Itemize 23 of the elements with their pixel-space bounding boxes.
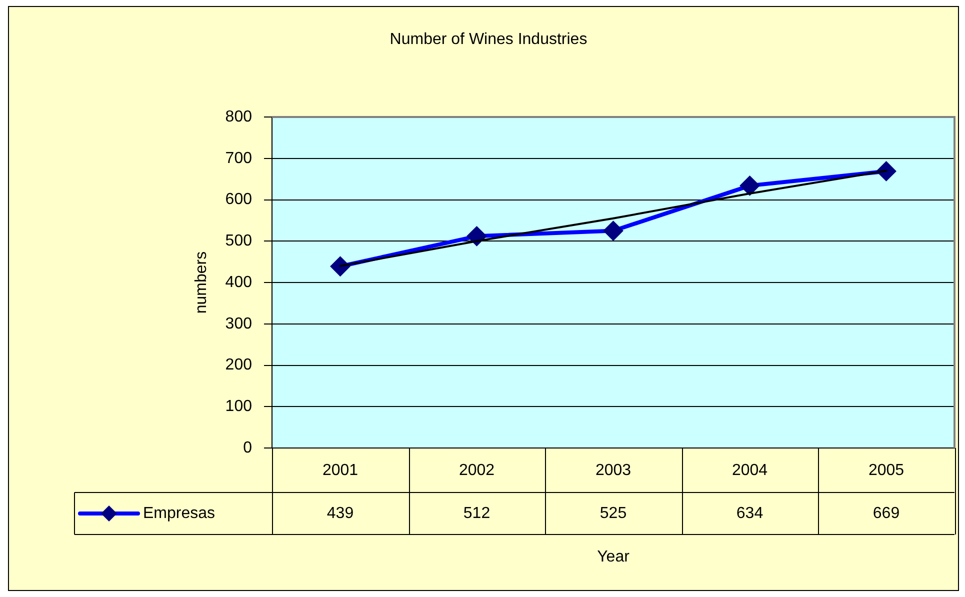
- data-label: 634: [736, 504, 764, 522]
- y-tick-label: 300: [225, 315, 252, 332]
- y-tick-label: 600: [225, 191, 252, 208]
- y-tick-label: 100: [225, 398, 252, 416]
- x-tick-label: 2003: [595, 462, 632, 480]
- y-axis-title: numbers: [193, 251, 210, 314]
- x-tick-label: 2005: [868, 462, 904, 480]
- data-label: 669: [872, 504, 900, 522]
- y-tick-label: 200: [225, 356, 252, 374]
- x-tick-label: 2002: [458, 462, 495, 480]
- y-tick-label: 800: [225, 108, 252, 126]
- data-label: 525: [600, 504, 627, 522]
- x-axis-title: Year: [597, 548, 630, 566]
- y-tick-label: 500: [225, 232, 252, 250]
- data-label: 512: [463, 504, 490, 522]
- data-label: 439: [326, 504, 354, 522]
- y-tick-label: 0: [243, 439, 252, 456]
- x-tick-label: 2004: [732, 462, 768, 480]
- chart-title: Number of Wines Industries: [390, 31, 588, 48]
- x-tick-label: 2001: [322, 462, 358, 480]
- legend-label: Empresas: [143, 504, 216, 522]
- y-tick-label: 700: [225, 150, 252, 167]
- y-tick-label: 400: [225, 274, 252, 291]
